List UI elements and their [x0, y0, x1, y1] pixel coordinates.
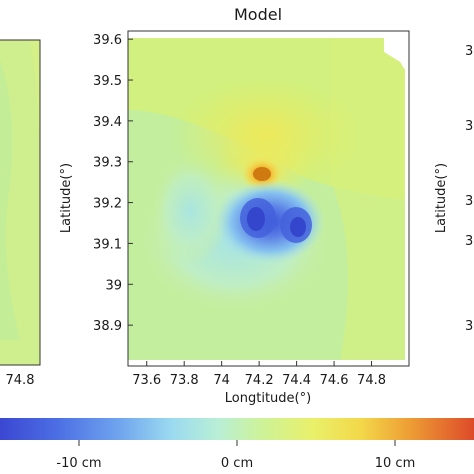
right-panel-tick: 3 — [465, 194, 473, 209]
left-panel: 74.8 — [0, 39, 41, 388]
plot-frame — [127, 30, 410, 367]
y-axis: 38.9 39 39.1 39.2 39.3 39.4 39.5 39.6 — [93, 33, 133, 334]
colorbar-gradient — [0, 418, 474, 440]
chart-title: Model — [234, 5, 282, 24]
right-panel-tick: 3 — [465, 119, 473, 134]
colorbar-tick-label: 10 cm — [375, 456, 416, 471]
x-tick-label: 73.6 — [132, 373, 161, 388]
x-tick-label: 74.4 — [282, 373, 311, 388]
y-tick-label: 39.3 — [93, 156, 122, 171]
y-axis-label: Latitude(°) — [59, 163, 74, 233]
y-tick-label: 39.6 — [93, 33, 122, 48]
right-panel-y-label: Latitude(°) — [434, 163, 449, 233]
y-tick-label: 39.4 — [93, 115, 122, 130]
left-panel-frame — [0, 39, 41, 366]
right-panel-tick: 3 — [465, 319, 473, 334]
deformation-field — [128, 38, 405, 360]
x-axis: 73.6 73.8 74 74.2 74.4 74.6 74.8 — [132, 361, 386, 388]
y-tick-label: 39.5 — [93, 74, 122, 89]
y-tick-label: 39.2 — [93, 197, 122, 212]
x-tick-label: 73.8 — [170, 373, 199, 388]
x-tick-label: 74.6 — [320, 373, 349, 388]
right-panel-tick: 3 — [465, 44, 473, 59]
main-panel: Model 38.9 39 39.1 39.2 39.3 39.4 39.5 39.6 73.… — [59, 5, 410, 406]
colorbar-tick-label: -10 cm — [56, 456, 101, 471]
right-panel: Latitude(°) 3 3 3 3 3 — [434, 44, 473, 334]
right-panel-tick: 3 — [465, 234, 473, 249]
x-axis-label: Longtitude(°) — [225, 391, 311, 406]
y-tick-label: 39.1 — [93, 237, 122, 252]
colorbar: -10 cm 0 cm 10 cm — [0, 418, 474, 471]
x-tick-label: 74 — [213, 373, 230, 388]
y-tick-label: 38.9 — [93, 319, 122, 334]
y-tick-label: 39 — [105, 278, 122, 293]
x-tick-label: 74.8 — [357, 373, 386, 388]
x-tick-label: 74.2 — [245, 373, 274, 388]
left-panel-x-tick: 74.8 — [6, 373, 35, 388]
colorbar-tick-label: 0 cm — [221, 456, 253, 471]
